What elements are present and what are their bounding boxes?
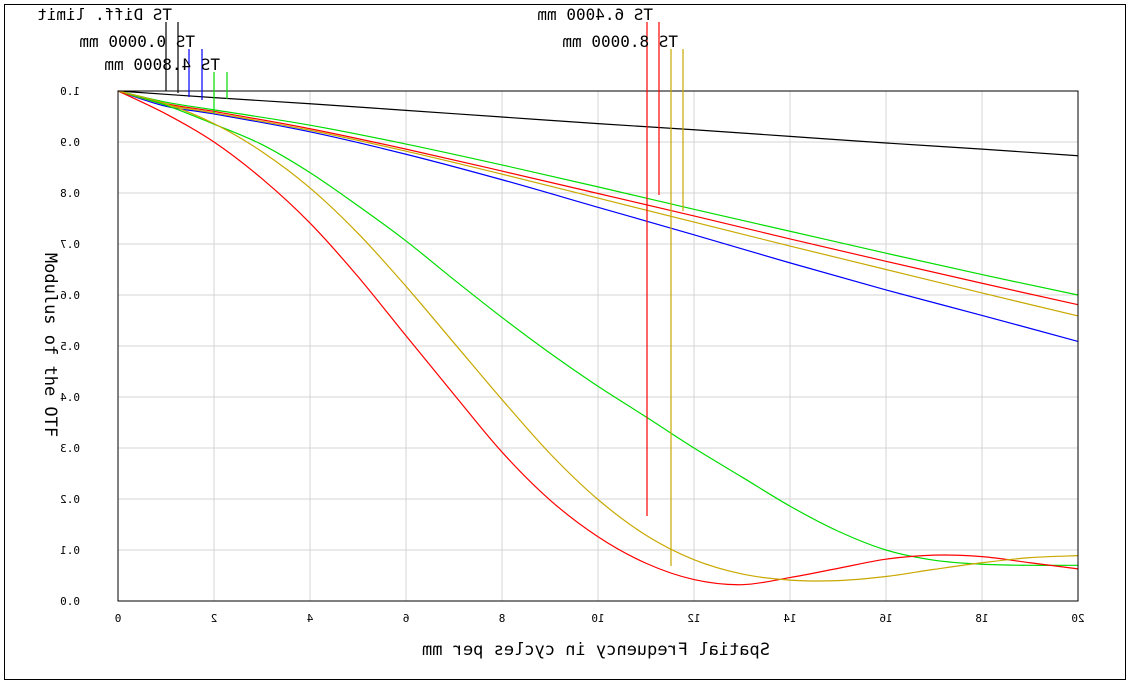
series-line [117,90,1079,317]
y-tick-label: 0.6 [60,289,80,302]
series-line [117,90,1079,586]
series-line [117,90,1079,566]
series-line [117,90,1079,157]
chart-frame [4,4,1126,680]
series-line [117,90,1079,306]
y-axis-title: Modulus of the OTF [40,253,60,437]
x-tick-label: 8 [499,612,506,625]
y-tick-label: 0.3 [60,442,80,455]
plot-area-border [117,90,1079,602]
y-tick-label: 0.0 [60,595,80,608]
x-tick-label: 14 [783,612,797,625]
x-tick-label: 16 [879,612,892,625]
series-line [117,90,1079,296]
x-tick-label: 20 [1071,612,1084,625]
x-tick-label: 10 [591,612,604,625]
y-tick-label: 0.1 [60,544,80,557]
y-tick-label: 0.9 [60,136,80,149]
legend-label: TS 4.8000 mm [104,55,220,74]
y-tick-label: 0.5 [60,340,80,353]
y-tick-label: 0.4 [60,391,80,404]
x-tick-label: 0 [115,612,122,625]
x-tick-labels: 0 2 4 6 8 10 12 14 16 18 20 [115,612,1085,625]
x-axis-title: Spatial Frequency in cycles per mm [422,640,770,660]
y-tick-label: 1.0 [60,85,80,98]
x-tick-label: 4 [306,612,313,625]
legend-label: TS 8.0000 mm [562,32,678,51]
y-tick-labels: 0.0 0.1 0.2 0.3 0.4 0.5 0.6 0.7 0.8 0.9 1.0 [60,85,80,608]
x-tick-label: 18 [975,612,988,625]
plot-grid [117,90,1079,602]
legend: TS Diff. limit TS 0.0000 mm TS 4.8000 mm TS… [37,5,684,566]
series-line [117,90,1079,582]
x-tick-label: 2 [211,612,218,625]
series-line [117,90,1079,342]
plot-border [117,90,1079,602]
axis-titles: Spatial Frequency in cycles per mm Modul… [40,253,770,660]
legend-label: TS Diff. limit [37,5,172,24]
y-tick-label: 0.2 [60,493,80,506]
x-tick-label: 12 [687,612,700,625]
legend-label: TS 0.0000 mm [79,32,195,51]
x-tick-label: 6 [403,612,410,625]
legend-label: TS 6.4000 mm [537,5,653,24]
y-tick-label: 0.8 [60,187,80,200]
plot-curves [117,90,1079,586]
y-tick-label: 0.7 [60,238,80,251]
